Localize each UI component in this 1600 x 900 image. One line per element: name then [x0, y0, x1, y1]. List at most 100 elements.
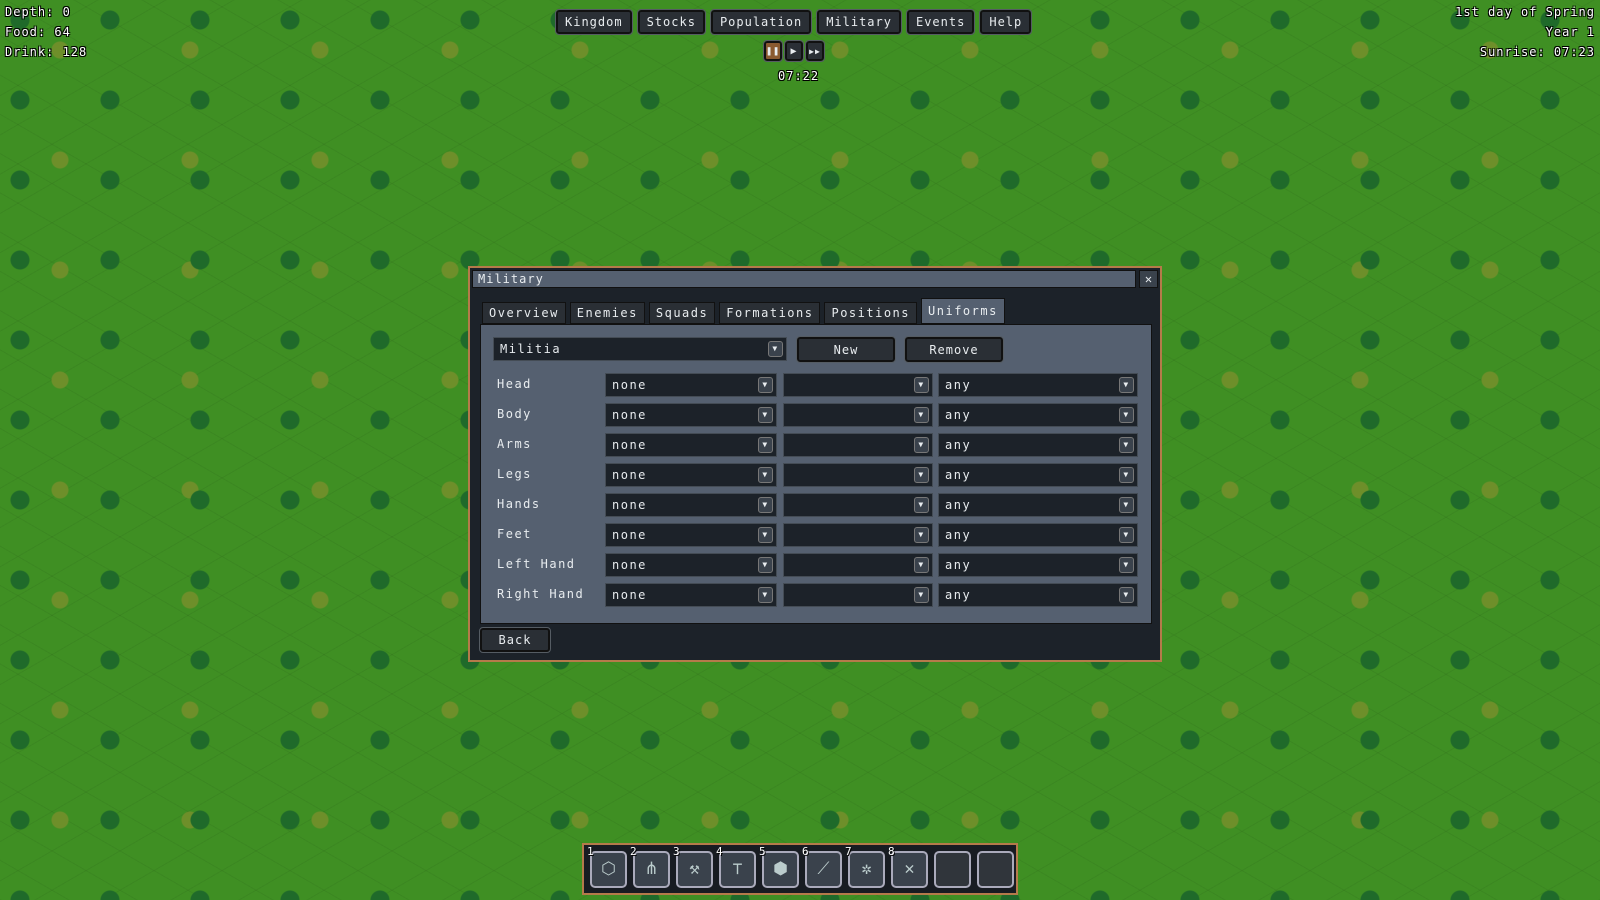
hotbar-slot-9[interactable] [934, 850, 971, 888]
menu-stocks[interactable]: Stocks [636, 9, 706, 35]
slot-label-feet: Feet [497, 527, 532, 541]
pickaxe-icon: ⟋ [817, 859, 830, 879]
hotbar-slot-8[interactable]: 8 ✕ [888, 845, 928, 888]
slot-number: 2 [630, 844, 637, 858]
material-select-legs[interactable]: ▼ [783, 463, 933, 487]
material-select-arms[interactable]: ▼ [783, 433, 933, 457]
quality-value: any [945, 408, 972, 422]
slot-label-head: Head [497, 377, 532, 391]
tab-formations[interactable]: Formations [719, 302, 821, 324]
slot-label-hands: Hands [497, 497, 541, 511]
chevron-down-icon: ▼ [768, 341, 783, 357]
blocks-icon: ⬡ [601, 859, 616, 879]
chevron-down-icon: ▼ [1119, 557, 1134, 573]
material-select-left-hand[interactable]: ▼ [783, 553, 933, 577]
hotbar-slot-2[interactable]: 2 ⋔ [630, 845, 670, 888]
item-select-hands[interactable]: none ▼ [605, 493, 777, 517]
remove-button[interactable]: Remove [904, 336, 1004, 363]
quality-value: any [945, 498, 972, 512]
chevron-down-icon: ▼ [1119, 527, 1134, 543]
quality-value: any [945, 528, 972, 542]
chevron-down-icon: ▼ [758, 377, 773, 393]
quality-select-legs[interactable]: any ▼ [938, 463, 1138, 487]
item-select-legs[interactable]: none ▼ [605, 463, 777, 487]
chevron-down-icon: ▼ [914, 557, 929, 573]
back-button[interactable]: Back [479, 627, 551, 653]
tab-enemies[interactable]: Enemies [569, 302, 645, 324]
uniform-select[interactable]: Militia ▼ [493, 337, 787, 361]
item-select-arms[interactable]: none ▼ [605, 433, 777, 457]
menu-kingdom[interactable]: Kingdom [555, 9, 633, 35]
item-select-head[interactable]: none ▼ [605, 373, 777, 397]
clock: 07:22 [778, 69, 820, 83]
uniforms-panel: Militia ▼ New Remove Head none ▼ ▼ any ▼ Bo… [480, 324, 1152, 624]
slot-label-body: Body [497, 407, 532, 421]
chevron-down-icon: ▼ [758, 437, 773, 453]
drink-readout: Drink: 128 [5, 45, 88, 59]
slot-number: 5 [759, 844, 766, 858]
slot-number: 6 [802, 844, 809, 858]
chevron-down-icon: ▼ [914, 437, 929, 453]
hotbar-slot-4[interactable]: 4 ⊤ [716, 845, 756, 888]
year-readout: Year 1 [1545, 25, 1595, 39]
menu-population[interactable]: Population [709, 9, 813, 35]
material-select-right-hand[interactable]: ▼ [783, 583, 933, 607]
item-select-right-hand[interactable]: none ▼ [605, 583, 777, 607]
hotbar-slot-5[interactable]: 5 ⬢ [759, 845, 799, 888]
chevron-down-icon: ▼ [1119, 497, 1134, 513]
hotbar-slot-10[interactable] [977, 850, 1014, 888]
sunrise-readout: Sunrise: 07:23 [1479, 45, 1595, 59]
material-select-body[interactable]: ▼ [783, 403, 933, 427]
chevron-down-icon: ▼ [758, 497, 773, 513]
depth-readout: Depth: 0 [5, 5, 71, 19]
material-select-feet[interactable]: ▼ [783, 523, 933, 547]
chevron-down-icon: ▼ [914, 407, 929, 423]
quality-select-hands[interactable]: any ▼ [938, 493, 1138, 517]
slot-number: 8 [888, 844, 895, 858]
chevron-down-icon: ▼ [1119, 587, 1134, 603]
chevron-down-icon: ▼ [914, 467, 929, 483]
play-button[interactable]: ▶ [784, 40, 804, 62]
quality-select-left-hand[interactable]: any ▼ [938, 553, 1138, 577]
tab-bar: Overview Enemies Squads Formations Positions… [482, 298, 1005, 324]
tab-overview[interactable]: Overview [482, 302, 566, 324]
quality-select-feet[interactable]: any ▼ [938, 523, 1138, 547]
hotbar-slot-1[interactable]: 1 ⬡ [587, 845, 627, 888]
item-select-body[interactable]: none ▼ [605, 403, 777, 427]
date-readout: 1st day of Spring [1455, 5, 1595, 19]
item-value: none [612, 408, 647, 422]
tab-uniforms[interactable]: Uniforms [921, 298, 1005, 324]
hotbar-slot-7[interactable]: 7 ✲ [845, 845, 885, 888]
menu-help[interactable]: Help [979, 9, 1033, 35]
slot-number: 3 [673, 844, 680, 858]
quality-value: any [945, 438, 972, 452]
tab-positions[interactable]: Positions [824, 302, 918, 324]
quality-select-arms[interactable]: any ▼ [938, 433, 1138, 457]
menu-military[interactable]: Military [816, 9, 902, 35]
quality-select-body[interactable]: any ▼ [938, 403, 1138, 427]
material-select-hands[interactable]: ▼ [783, 493, 933, 517]
quality-select-right-hand[interactable]: any ▼ [938, 583, 1138, 607]
slot-label-legs: Legs [497, 467, 532, 481]
menu-events[interactable]: Events [905, 9, 976, 35]
fast-forward-button[interactable]: ▶▶ [805, 40, 825, 62]
new-button[interactable]: New [796, 336, 896, 363]
hotbar-slot-3[interactable]: 3 ⚒ [673, 845, 713, 888]
quality-value: any [945, 378, 972, 392]
close-button[interactable]: ✕ [1139, 270, 1158, 288]
quality-value: any [945, 588, 972, 602]
pause-button[interactable]: ❚❚ [763, 40, 783, 62]
chevron-down-icon: ▼ [758, 587, 773, 603]
speed-controls: ❚❚ ▶ ▶▶ [763, 40, 825, 62]
item-select-left-hand[interactable]: none ▼ [605, 553, 777, 577]
top-menu: Kingdom Stocks Population Military Events Hel… [555, 9, 1033, 35]
material-select-head[interactable]: ▼ [783, 373, 933, 397]
tab-squads[interactable]: Squads [648, 302, 716, 324]
quality-select-head[interactable]: any ▼ [938, 373, 1138, 397]
chevron-down-icon: ▼ [914, 497, 929, 513]
item-select-feet[interactable]: none ▼ [605, 523, 777, 547]
cross-icon: ✕ [904, 859, 915, 879]
chevron-down-icon: ▼ [758, 407, 773, 423]
chevron-down-icon: ▼ [758, 527, 773, 543]
hotbar-slot-6[interactable]: 6 ⟋ [802, 845, 842, 888]
